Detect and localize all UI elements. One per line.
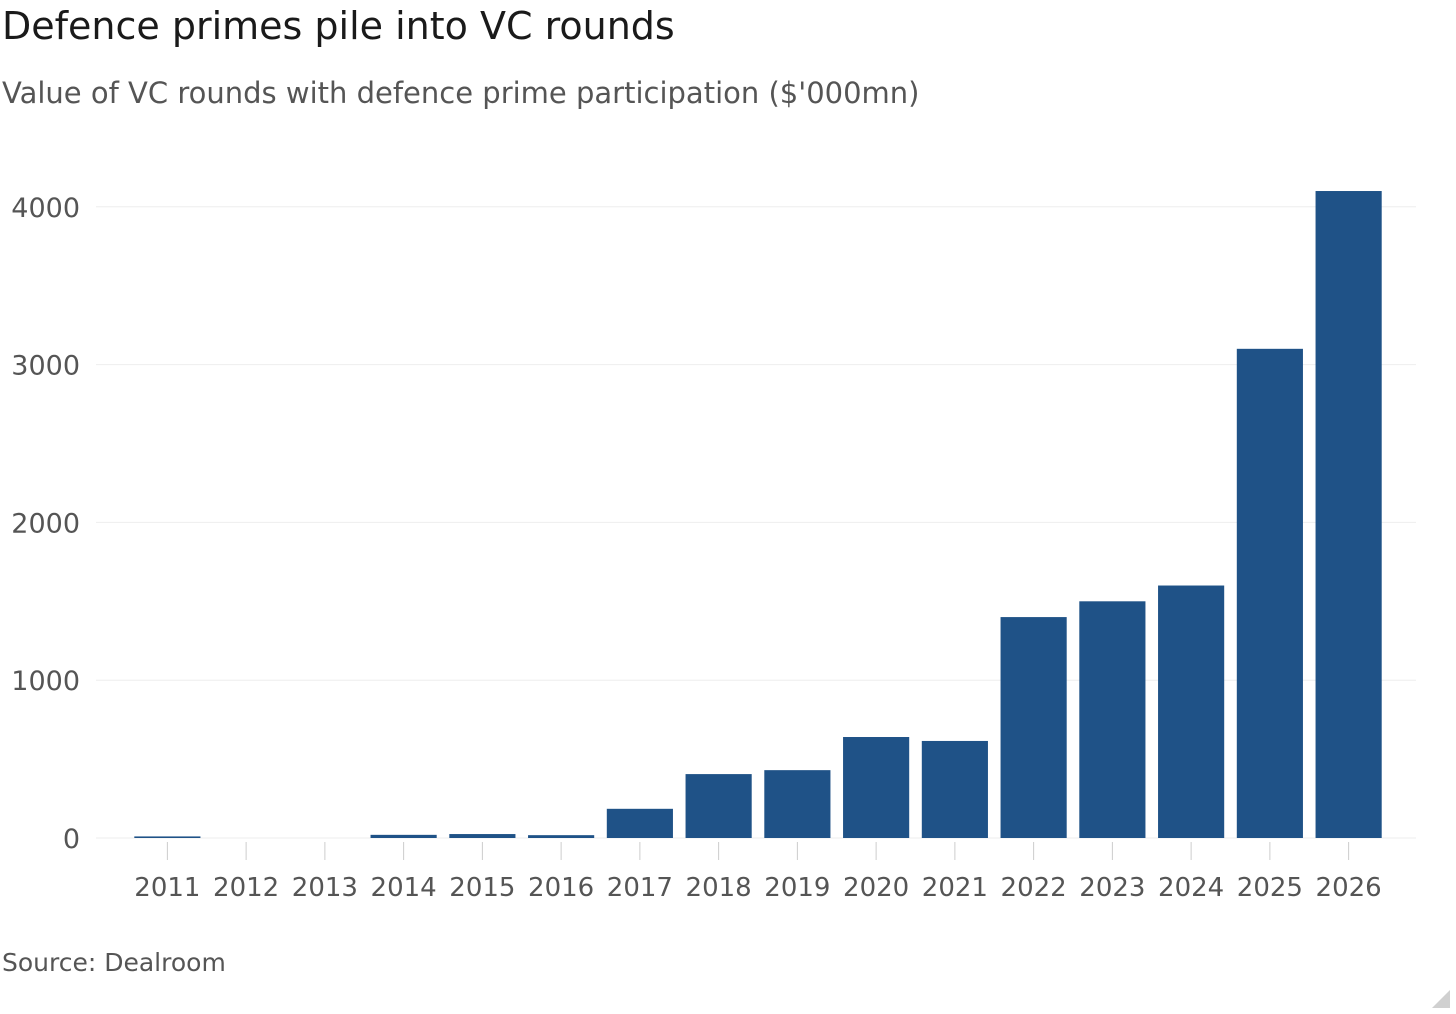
bar-2025 — [1236, 348, 1303, 838]
x-tick-label: 2020 — [843, 873, 909, 903]
bar-2011 — [134, 836, 201, 838]
bar-2026 — [1315, 191, 1382, 838]
bar-2015 — [449, 834, 516, 838]
bars — [134, 191, 1382, 838]
bar-2022 — [1000, 617, 1067, 838]
bar-2017 — [606, 808, 673, 838]
bar-2018 — [685, 774, 752, 838]
bar-2024 — [1158, 585, 1225, 838]
bar-2021 — [921, 740, 988, 838]
x-tick-label: 2026 — [1316, 873, 1382, 903]
y-tick-label: 0 — [63, 824, 80, 855]
x-tick-label: 2021 — [922, 873, 988, 903]
bar-2016 — [528, 835, 595, 838]
y-tick-label: 4000 — [11, 193, 80, 224]
source-note: Source: Dealroom — [2, 948, 226, 977]
bar-2019 — [764, 770, 831, 838]
bar-2020 — [843, 737, 910, 838]
bar-2023 — [1079, 601, 1146, 838]
x-tick-label: 2024 — [1158, 873, 1224, 903]
x-tick-label: 2012 — [213, 873, 279, 903]
y-axis-ticks: 0 1000 2000 3000 4000 — [11, 193, 80, 855]
x-tick-label: 2019 — [764, 873, 830, 903]
chart-title: Defence primes pile into VC rounds — [2, 4, 675, 48]
x-tick-label: 2022 — [1001, 873, 1067, 903]
y-tick-label: 1000 — [11, 666, 80, 697]
y-tick-label: 3000 — [11, 351, 80, 382]
x-tick-label: 2015 — [449, 873, 515, 903]
x-tick-label: 2017 — [607, 873, 673, 903]
x-tick-label: 2014 — [371, 873, 437, 903]
x-tick-label: 2023 — [1079, 873, 1145, 903]
x-tick-label: 2016 — [528, 873, 594, 903]
chart-subtitle: Value of VC rounds with defence prime pa… — [2, 76, 920, 110]
resize-corner-icon — [1432, 990, 1450, 1008]
x-tick-label: 2011 — [134, 873, 200, 903]
bar-2014 — [370, 834, 437, 838]
y-tick-label: 2000 — [11, 508, 80, 539]
x-tick-label: 2018 — [686, 873, 752, 903]
x-tick-label: 2025 — [1237, 873, 1303, 903]
x-axis-ticks: 2011 2012 2013 2014 2015 2016 2017 2018 2019 2020… — [134, 842, 1382, 903]
x-tick-label: 2013 — [292, 873, 358, 903]
